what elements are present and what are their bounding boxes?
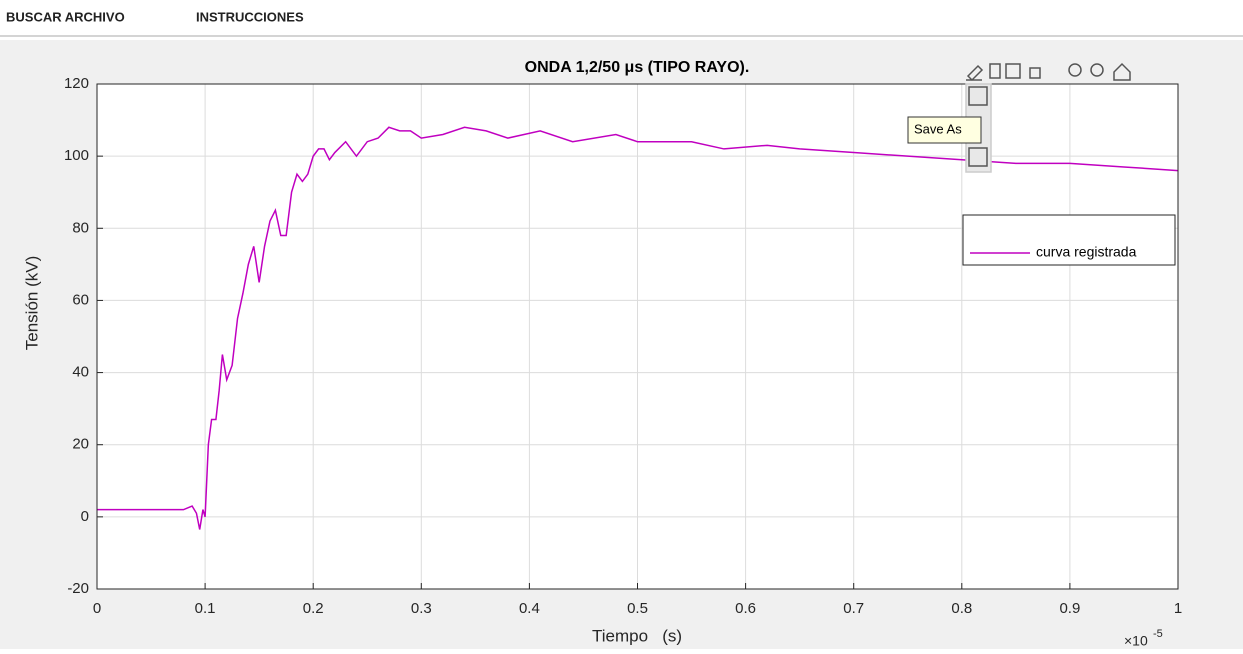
x-tick-label: 0.4 — [519, 600, 540, 617]
x-axis-label: Tiempo (s) — [592, 626, 682, 645]
x-tick-label: 0.1 — [195, 600, 216, 617]
x-tick-label: 1 — [1174, 600, 1182, 617]
y-tick-label: 60 — [72, 291, 89, 308]
x-tick-label: 0.5 — [627, 600, 648, 617]
zoom-out-icon[interactable] — [1090, 63, 1104, 77]
tooltip: Save As — [914, 121, 962, 136]
chart-title: ONDA 1,2/50 μs (TIPO RAYO). — [525, 59, 750, 76]
y-tick-label: 100 — [64, 147, 89, 164]
x-tick-label: 0.7 — [843, 600, 864, 617]
legend-label: curva registrada — [1036, 244, 1137, 260]
y-tick-label: 40 — [72, 364, 89, 381]
menu-bar — [0, 0, 1243, 36]
y-tick-label: 20 — [72, 436, 89, 453]
x-offset-exponent: -5 — [1153, 628, 1163, 640]
y-tick-label: 80 — [72, 219, 89, 236]
zoom-in-icon[interactable] — [1068, 63, 1082, 77]
brush-icon[interactable] — [966, 64, 984, 82]
y-tick-label: 0 — [81, 508, 89, 525]
x-tick-label: 0.2 — [303, 600, 324, 617]
y-axis-label: Tensión (kV) — [22, 256, 41, 350]
legend — [962, 214, 1176, 266]
x-tick-label: 0 — [93, 600, 101, 617]
axes-box — [96, 83, 1179, 590]
save-icon[interactable] — [968, 86, 988, 106]
copy-icon[interactable] — [968, 147, 988, 167]
x-tick-label: 0.9 — [1059, 600, 1080, 617]
tooltip-box — [907, 116, 982, 144]
x-tick-label: 0.8 — [951, 600, 972, 617]
home-icon[interactable] — [1113, 62, 1131, 81]
y-tick-label: -20 — [67, 580, 89, 597]
legend-icon[interactable] — [1005, 63, 1021, 79]
x-tick-label: 0.6 — [735, 600, 756, 617]
x-offset-base: ×10 — [1124, 633, 1148, 649]
menu-item[interactable]: BUSCAR ARCHIVO — [6, 9, 125, 24]
data-line — [97, 126, 1179, 530]
menu-item[interactable]: INSTRUCCIONES — [196, 9, 304, 24]
x-tick-label: 0.3 — [411, 600, 432, 617]
data-tip-icon[interactable] — [989, 63, 1001, 79]
y-tick-label: 120 — [64, 75, 89, 92]
pan-icon[interactable] — [1029, 67, 1041, 79]
